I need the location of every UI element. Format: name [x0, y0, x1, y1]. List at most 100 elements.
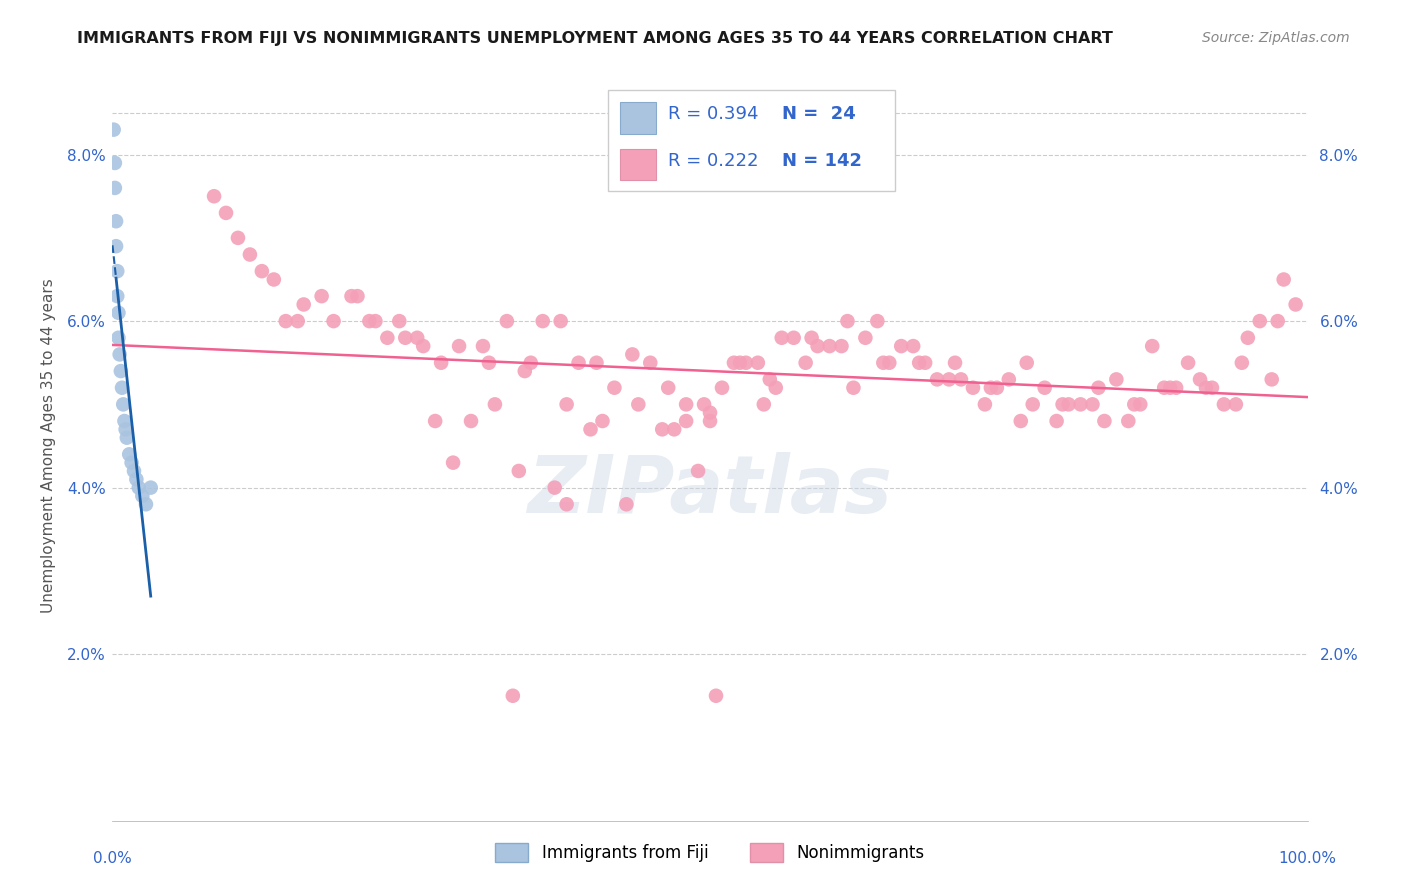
- Point: [842, 381, 865, 395]
- Bar: [620, 102, 657, 134]
- Point: [250, 264, 273, 278]
- Point: [111, 381, 134, 395]
- Point: [627, 397, 650, 411]
- Point: [115, 431, 138, 445]
- Point: [114, 414, 135, 428]
- Point: [287, 314, 309, 328]
- Point: [263, 272, 285, 286]
- Point: [675, 414, 697, 428]
- Point: [1142, 339, 1164, 353]
- Point: [1267, 314, 1289, 328]
- Point: [807, 339, 830, 353]
- Text: ZIPatlas: ZIPatlas: [527, 452, 893, 530]
- Point: [980, 381, 1002, 395]
- Point: [122, 464, 145, 478]
- Text: 0.0%: 0.0%: [93, 851, 132, 866]
- Point: [406, 331, 429, 345]
- Point: [484, 397, 506, 411]
- Point: [135, 497, 157, 511]
- Point: [800, 331, 823, 345]
- Point: [1225, 397, 1247, 411]
- Point: [107, 306, 129, 320]
- Point: [879, 356, 901, 370]
- Point: [103, 122, 125, 136]
- Point: [592, 414, 614, 428]
- Point: [1159, 381, 1181, 395]
- Point: [699, 406, 721, 420]
- Point: [903, 339, 925, 353]
- Point: [478, 356, 501, 370]
- Point: [950, 372, 973, 386]
- Point: [1052, 397, 1074, 411]
- Point: [579, 422, 602, 436]
- Bar: [620, 149, 657, 180]
- Point: [765, 381, 787, 395]
- Point: [735, 356, 758, 370]
- Point: [394, 331, 416, 345]
- Text: IMMIGRANTS FROM FIJI VS NONIMMIGRANTS UNEMPLOYMENT AMONG AGES 35 TO 44 YEARS COR: IMMIGRANTS FROM FIJI VS NONIMMIGRANTS UN…: [77, 31, 1114, 46]
- Point: [986, 381, 1008, 395]
- Point: [520, 356, 543, 370]
- Point: [675, 397, 697, 411]
- Point: [688, 464, 710, 478]
- Point: [128, 481, 150, 495]
- Point: [118, 447, 141, 461]
- Point: [502, 689, 524, 703]
- Point: [818, 339, 841, 353]
- Point: [550, 314, 572, 328]
- Point: [1285, 297, 1308, 311]
- Point: [1272, 272, 1295, 286]
- Point: [728, 356, 751, 370]
- Point: [105, 264, 128, 278]
- Point: [1166, 381, 1188, 395]
- Point: [1010, 414, 1032, 428]
- Point: [711, 381, 734, 395]
- Point: [585, 356, 607, 370]
- Point: [1087, 381, 1109, 395]
- Point: [1153, 381, 1175, 395]
- Point: [962, 381, 984, 395]
- Bar: [609, 90, 896, 191]
- Point: [1118, 414, 1140, 428]
- Point: [340, 289, 363, 303]
- Point: [1105, 372, 1128, 386]
- Point: [657, 381, 679, 395]
- Point: [1213, 397, 1236, 411]
- Point: [831, 339, 853, 353]
- Point: [1189, 372, 1212, 386]
- Point: [664, 422, 686, 436]
- Point: [603, 381, 626, 395]
- Point: [104, 181, 127, 195]
- Point: [1123, 397, 1146, 411]
- Point: [359, 314, 381, 328]
- Point: [699, 414, 721, 428]
- Point: [215, 206, 238, 220]
- Point: [112, 397, 135, 411]
- Point: [1261, 372, 1284, 386]
- Point: [943, 356, 966, 370]
- Point: [693, 397, 716, 411]
- Point: [105, 214, 128, 228]
- Legend: Immigrants from Fiji, Nonimmigrants: Immigrants from Fiji, Nonimmigrants: [488, 836, 932, 869]
- Point: [202, 189, 225, 203]
- Point: [927, 372, 949, 386]
- Point: [322, 314, 344, 328]
- Point: [704, 689, 727, 703]
- Point: [855, 331, 877, 345]
- Point: [616, 497, 638, 511]
- Point: [1057, 397, 1080, 411]
- Text: R = 0.222: R = 0.222: [668, 152, 759, 169]
- Point: [412, 339, 434, 353]
- Point: [108, 347, 131, 361]
- Point: [131, 489, 153, 503]
- Point: [472, 339, 495, 353]
- Point: [430, 356, 453, 370]
- Point: [107, 331, 129, 345]
- Point: [364, 314, 387, 328]
- Text: R = 0.394: R = 0.394: [668, 105, 759, 123]
- Y-axis label: Unemployment Among Ages 35 to 44 years: Unemployment Among Ages 35 to 44 years: [41, 278, 56, 614]
- Point: [104, 156, 127, 170]
- Point: [747, 356, 769, 370]
- Point: [1237, 331, 1260, 345]
- Point: [346, 289, 368, 303]
